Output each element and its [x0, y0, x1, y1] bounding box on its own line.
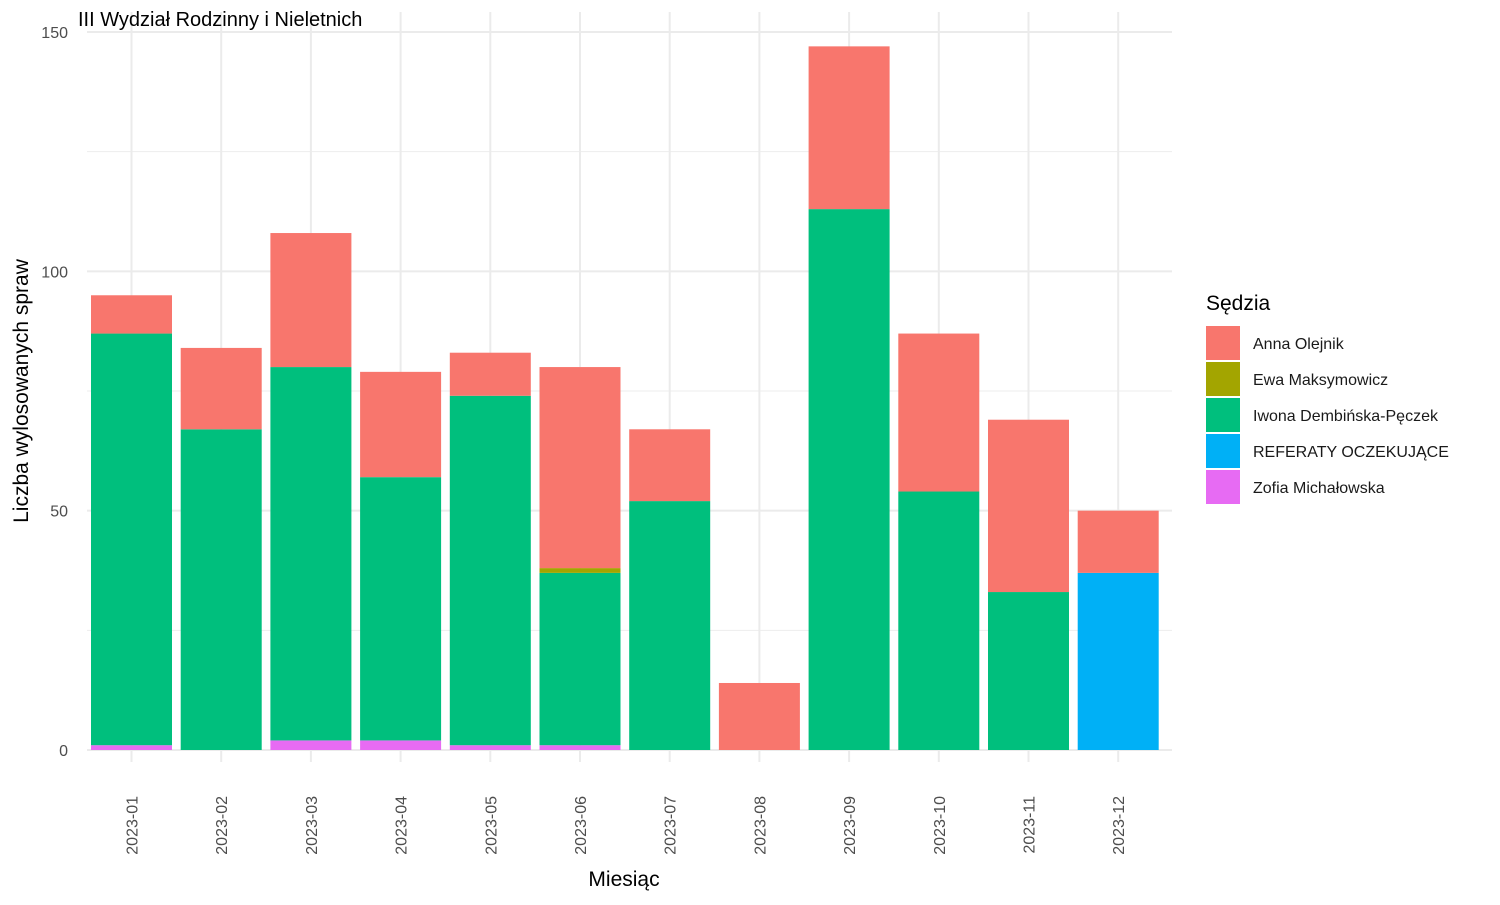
x-axis-title: Miesiąc: [588, 868, 659, 891]
x-tick-label: 2023-12: [1111, 796, 1128, 855]
bar-segment: [91, 295, 172, 334]
bar-segment: [360, 740, 442, 750]
bar-segment: [718, 682, 800, 750]
legend-swatch: [1206, 470, 1240, 504]
x-tick-label: 2023-09: [842, 796, 859, 855]
x-tick-label: 2023-01: [125, 796, 142, 855]
bar-segment: [360, 477, 442, 741]
bar-segment: [91, 333, 172, 746]
bar-segment: [270, 367, 352, 741]
bar-segment: [629, 501, 711, 750]
y-axis-title: Liczba wylosowanych spraw: [10, 258, 33, 523]
bar-segment: [270, 740, 352, 750]
bars-layer: [91, 46, 1159, 750]
x-tick-label: 2023-05: [483, 796, 500, 855]
y-tick-label: 100: [41, 264, 68, 281]
bar-segment: [898, 333, 980, 492]
bar-segment: [449, 395, 531, 746]
chart-title: III Wydział Rodzinny i Nieletnich: [78, 9, 362, 31]
y-tick-label: 50: [50, 504, 68, 521]
axes-layer: 0 50 100 150 2023-01 2023-02 2023-03 2023-04 202…: [41, 25, 1128, 855]
bar-segment: [988, 419, 1069, 593]
x-tick-label: 2023-06: [573, 796, 590, 855]
bar-segment: [808, 209, 890, 750]
bar-segment: [629, 429, 711, 502]
legend-label: Anna Olejnik: [1253, 336, 1345, 353]
x-tick-label: 2023-08: [752, 796, 769, 855]
x-tick-label: 2023-04: [394, 796, 411, 855]
bar-segment: [180, 429, 262, 750]
bar-segment: [1077, 572, 1159, 750]
legend-swatch: [1206, 434, 1240, 468]
x-tick-label: 2023-02: [214, 796, 231, 855]
bar-segment: [808, 46, 890, 210]
bar-segment: [539, 572, 621, 746]
legend-label: Iwona Dembińska-Pęczek: [1253, 408, 1439, 425]
x-tick-label: 2023-07: [663, 796, 680, 855]
bar-segment: [539, 367, 621, 569]
x-tick-label: 2023-10: [932, 796, 949, 855]
bar-segment: [449, 352, 531, 396]
bar-segment: [988, 592, 1069, 750]
bar-segment: [91, 745, 172, 750]
x-tick-label: 2023-11: [1022, 796, 1039, 854]
legend-label: Zofia Michałowska: [1253, 480, 1385, 497]
legend-label: Ewa Maksymowicz: [1253, 372, 1388, 389]
legend-swatch: [1206, 362, 1240, 396]
legend-title: Sędzia: [1206, 292, 1271, 315]
legend-swatch: [1206, 398, 1240, 432]
legend: Sędzia Anna Olejnik Ewa Maksymowicz Iwona …: [1206, 292, 1449, 504]
bar-segment: [270, 233, 352, 368]
legend-swatch: [1206, 326, 1240, 360]
bar-segment: [1077, 510, 1159, 573]
x-tick-label: 2023-03: [304, 796, 321, 855]
bar-segment: [539, 568, 621, 573]
y-tick-label: 150: [41, 25, 68, 42]
bar-segment: [898, 491, 980, 750]
bar-segment: [180, 347, 262, 430]
bar-segment: [449, 745, 531, 750]
bar-segment: [360, 371, 442, 478]
legend-label: REFERATY OCZEKUJĄCE: [1253, 444, 1449, 461]
y-tick-label: 0: [59, 743, 68, 760]
bar-segment: [539, 745, 621, 750]
